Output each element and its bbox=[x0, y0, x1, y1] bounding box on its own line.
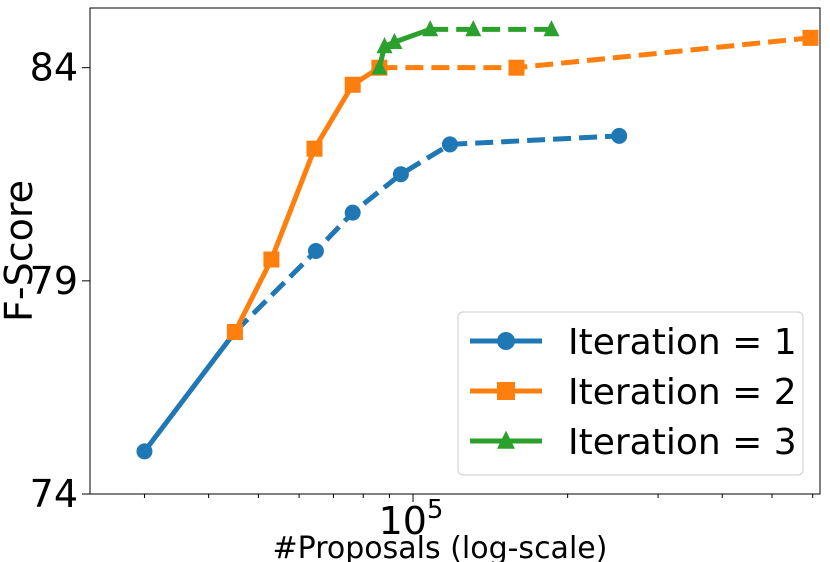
x-axis-label: #Proposals (log-scale) bbox=[273, 531, 608, 562]
series-layer bbox=[136, 20, 819, 460]
series-3-point-5 bbox=[465, 20, 482, 37]
series-1-point-5 bbox=[392, 166, 409, 183]
series-1-point-6 bbox=[441, 136, 458, 153]
y-tick-label-74: 74 bbox=[30, 472, 78, 516]
axes-frame bbox=[89, 7, 821, 495]
series-1-point-3 bbox=[307, 243, 324, 259]
series-2-point-2 bbox=[263, 251, 280, 268]
series-3-point-2 bbox=[376, 37, 393, 54]
series-1-point-4 bbox=[344, 204, 361, 221]
legend-label-3: Iteration = 3 bbox=[568, 422, 797, 463]
series-1-solid-line bbox=[141, 329, 238, 454]
series-2-point-4 bbox=[344, 76, 361, 93]
series-3-point-3 bbox=[386, 32, 403, 50]
series-1-dashed-line bbox=[233, 133, 620, 334]
x-tick-label: 105 bbox=[379, 495, 444, 543]
legend-marker-3 bbox=[497, 430, 515, 449]
series-2-point-1 bbox=[226, 324, 243, 340]
y-tick-label-84: 84 bbox=[30, 46, 78, 90]
legend-entry-3: Iteration = 3 bbox=[470, 422, 797, 463]
y-axis-label: F-Score bbox=[0, 180, 41, 322]
legend-marker-1 bbox=[497, 332, 515, 350]
series-1-point-1 bbox=[136, 443, 153, 460]
legend-label-1: Iteration = 1 bbox=[568, 322, 797, 363]
legend-box bbox=[457, 311, 804, 476]
series-3 bbox=[371, 20, 560, 75]
series-2-point-7 bbox=[802, 29, 819, 46]
series-1 bbox=[136, 127, 628, 460]
series-2-point-6 bbox=[508, 59, 525, 76]
series-3-point-4 bbox=[422, 20, 439, 37]
legend: Iteration = 1 Iteration = 2 Iteration = 3 bbox=[457, 311, 804, 476]
series-1-point-7 bbox=[611, 127, 628, 144]
legend-entry-1: Iteration = 1 bbox=[470, 322, 797, 363]
legend-marker-2 bbox=[497, 382, 515, 400]
x-tick-label-exponent: 5 bbox=[427, 495, 444, 525]
x-tick-label-base: 10 bbox=[379, 499, 427, 543]
series-3-point-1 bbox=[371, 58, 388, 75]
series-2-point-3 bbox=[306, 140, 323, 157]
y-tick-label-79: 79 bbox=[30, 259, 78, 303]
series-3-point-6 bbox=[543, 20, 560, 37]
legend-entry-2: Iteration = 2 bbox=[470, 372, 797, 413]
legend-label-2: Iteration = 2 bbox=[568, 372, 797, 413]
